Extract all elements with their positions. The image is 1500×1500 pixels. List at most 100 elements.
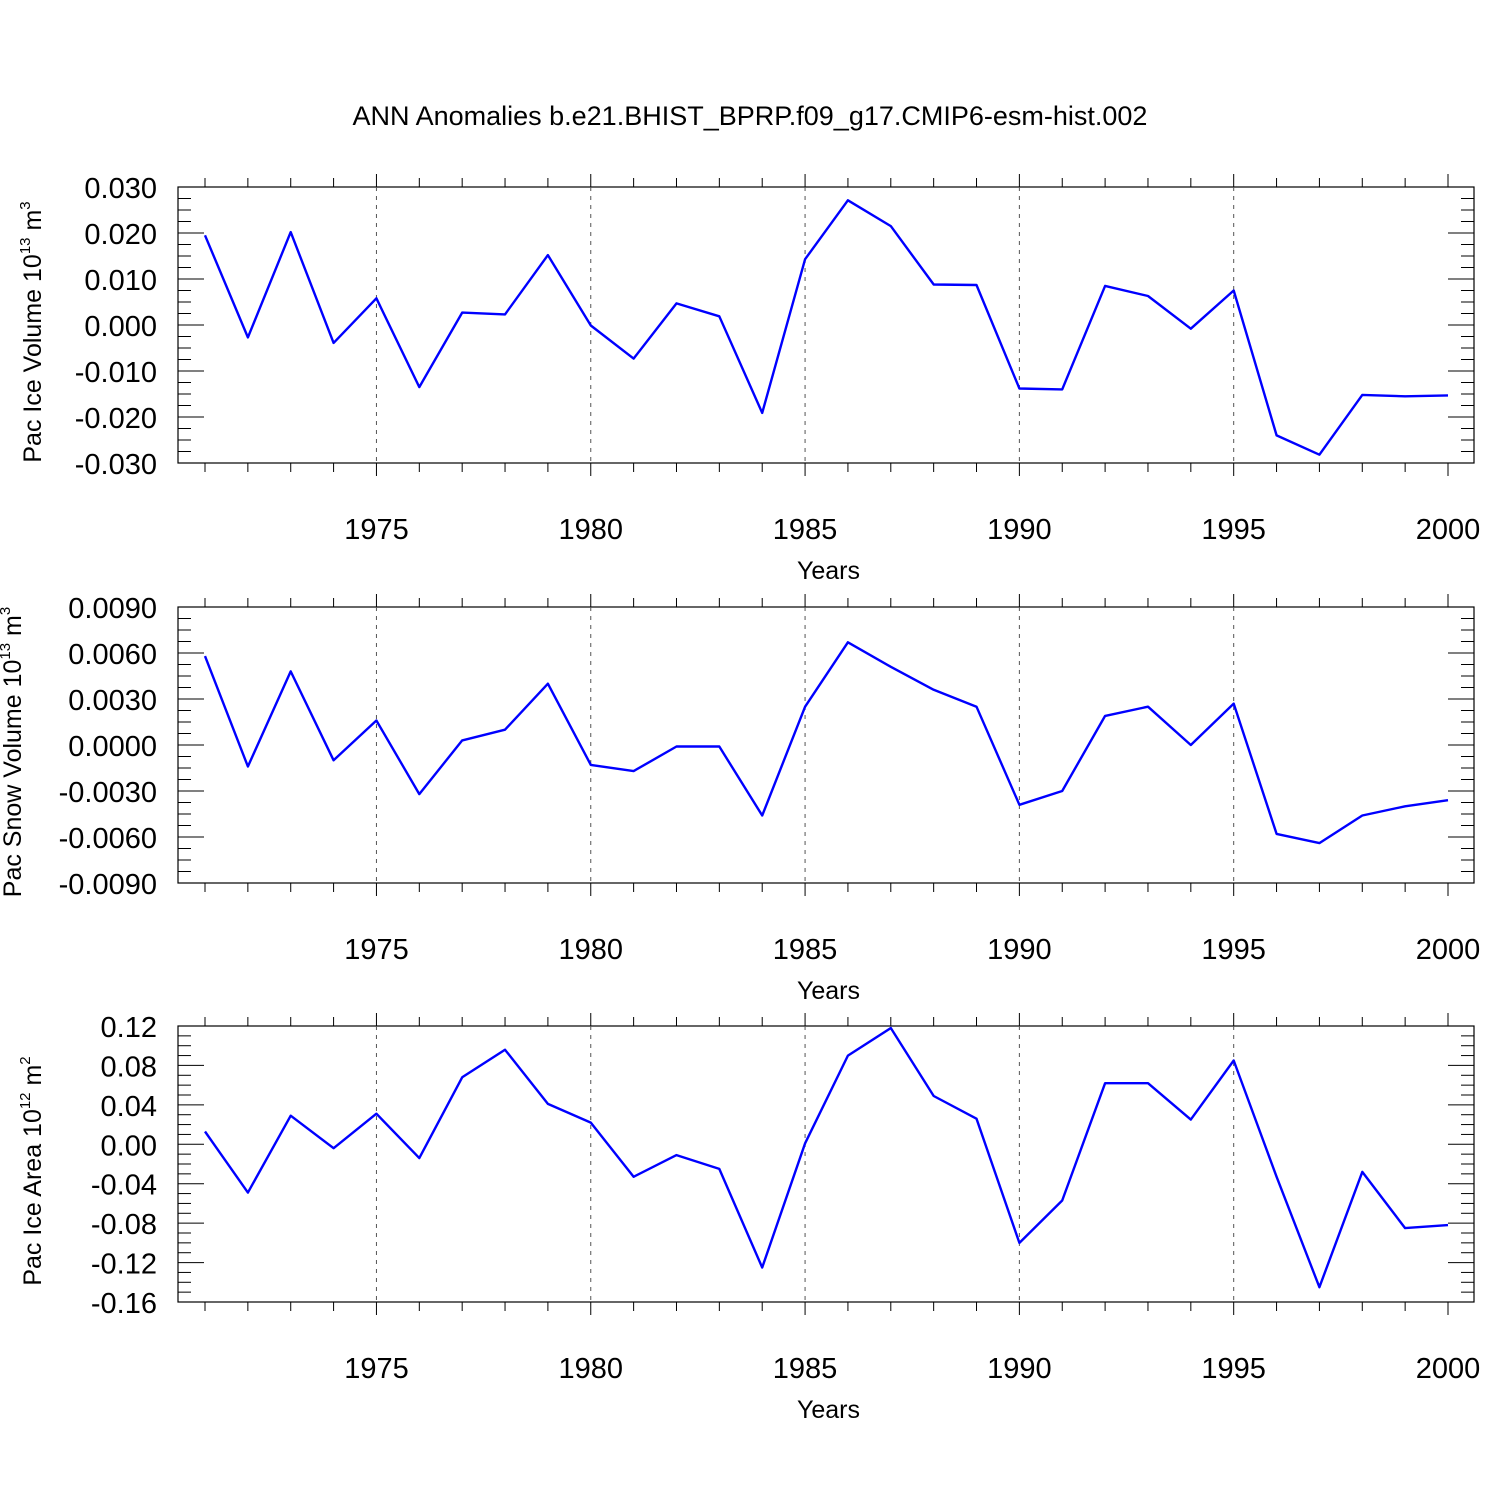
data-point bbox=[374, 1112, 378, 1116]
data-point bbox=[717, 1167, 721, 1171]
data-point bbox=[1189, 1118, 1193, 1122]
x-tick-label: 1975 bbox=[344, 934, 409, 966]
data-point bbox=[632, 769, 636, 773]
data-point bbox=[803, 1141, 807, 1145]
data-point bbox=[1275, 433, 1279, 437]
y-tick-label: -0.030 bbox=[75, 449, 157, 481]
x-tick-label: 1980 bbox=[559, 514, 624, 546]
data-point bbox=[846, 198, 850, 202]
x-tick-label: 1980 bbox=[559, 934, 624, 966]
data-point bbox=[889, 1026, 893, 1030]
x-tick-label: 1980 bbox=[559, 1353, 624, 1385]
data-point bbox=[932, 1094, 936, 1098]
y-tick-label: -0.12 bbox=[91, 1249, 157, 1281]
y-tick-label: -0.04 bbox=[91, 1170, 157, 1202]
y-tick-label: 0.00 bbox=[101, 1130, 157, 1162]
data-point bbox=[889, 224, 893, 228]
y-axis-label-part: 12 bbox=[17, 1092, 34, 1109]
y-tick-label: 0.020 bbox=[84, 219, 157, 251]
data-point bbox=[975, 1117, 979, 1121]
data-point bbox=[1446, 393, 1450, 397]
panel-2: 1975 1980 1985 1990 1995 2000 Years -0.0090 -0.0… bbox=[0, 593, 1480, 1005]
plot-frame bbox=[177, 1025, 1475, 1303]
y-axis-label-part: Pac Ice Volume 10 bbox=[19, 254, 47, 462]
data-point bbox=[546, 682, 550, 686]
x-tick-label: 1975 bbox=[344, 1353, 409, 1385]
plot-frame bbox=[177, 606, 1475, 884]
data-point bbox=[1189, 327, 1193, 331]
data-point bbox=[975, 283, 979, 287]
data-point bbox=[1103, 714, 1107, 718]
data-point bbox=[460, 738, 464, 742]
data-point bbox=[203, 233, 207, 237]
data-point bbox=[1060, 387, 1064, 391]
series-line bbox=[204, 1026, 1449, 1289]
series-line bbox=[203, 641, 1449, 845]
data-point bbox=[1275, 832, 1279, 836]
data-point bbox=[803, 705, 807, 709]
data-point bbox=[460, 1075, 464, 1079]
data-point bbox=[1403, 394, 1407, 398]
x-tick-label: 1985 bbox=[773, 1353, 838, 1385]
y-axis-label-part: 3 bbox=[0, 607, 14, 615]
data-point bbox=[503, 728, 507, 732]
data-point bbox=[289, 1114, 293, 1118]
data-point bbox=[846, 1054, 850, 1058]
y-axis-label-part: Pac Ice Area 10 bbox=[19, 1109, 47, 1286]
data-point bbox=[932, 688, 936, 692]
y-tick-label: -0.0090 bbox=[59, 869, 157, 901]
data-point bbox=[546, 253, 550, 257]
y-tick-label: 0.0060 bbox=[68, 639, 157, 671]
data-point bbox=[1317, 453, 1321, 457]
x-tick-label: 1975 bbox=[344, 514, 409, 546]
data-point bbox=[674, 1153, 678, 1157]
data-point bbox=[674, 301, 678, 305]
x-tick-label: 1990 bbox=[987, 934, 1052, 966]
y-axis-label: Pac Snow Volume 1013 m3 bbox=[0, 607, 27, 897]
data-point bbox=[1017, 1241, 1021, 1245]
x-tick-label: 2000 bbox=[1416, 934, 1481, 966]
data-point bbox=[374, 296, 378, 300]
data-point bbox=[460, 311, 464, 315]
y-axis-label-part: 3 bbox=[17, 201, 34, 209]
data-point bbox=[1189, 743, 1193, 747]
series-line bbox=[203, 199, 1449, 456]
data-point bbox=[246, 764, 250, 768]
y-tick-label: -0.020 bbox=[75, 403, 157, 435]
data-point bbox=[1146, 294, 1150, 298]
y-axis-label-part: m bbox=[19, 1065, 47, 1093]
data-point bbox=[546, 1102, 550, 1106]
y-axis-label: Pac Ice Volume 1013 m3 bbox=[17, 201, 47, 462]
data-point bbox=[589, 763, 593, 767]
data-point bbox=[1103, 1081, 1107, 1085]
data-point bbox=[760, 1266, 764, 1270]
data-point bbox=[1232, 1059, 1236, 1063]
data-point bbox=[1403, 804, 1407, 808]
data-point bbox=[1103, 284, 1107, 288]
y-tick-label: -0.0030 bbox=[59, 777, 157, 809]
y-tick-label: 0.0030 bbox=[68, 685, 157, 717]
y-axis-label-part: 2 bbox=[17, 1056, 34, 1064]
data-point bbox=[1146, 1081, 1150, 1085]
x-tick-label: 1990 bbox=[987, 1353, 1052, 1385]
x-tick-label: 1995 bbox=[1201, 514, 1266, 546]
data-point bbox=[674, 745, 678, 749]
y-tick-label: -0.16 bbox=[91, 1288, 157, 1320]
figure-title: ANN Anomalies b.e21.BHIST_BPRP.f09_g17.C… bbox=[353, 101, 1148, 131]
x-tick-label: 1990 bbox=[987, 514, 1052, 546]
data-point bbox=[1017, 803, 1021, 807]
x-axis-label: Years bbox=[797, 557, 860, 585]
data-point bbox=[289, 230, 293, 234]
data-point bbox=[1232, 289, 1236, 293]
y-tick-label: -0.010 bbox=[75, 357, 157, 389]
x-tick-label: 1985 bbox=[773, 934, 838, 966]
data-point bbox=[846, 640, 850, 644]
x-axis-label: Years bbox=[797, 977, 860, 1005]
panel-3: 1975 1980 1985 1990 1995 2000 Years -0.16 -0.12 -… bbox=[17, 1012, 1480, 1424]
data-point bbox=[1446, 1223, 1450, 1227]
panels: 1975 1980 1985 1990 1995 2000 Years -0.030 -0.02… bbox=[0, 173, 1480, 1424]
data-point bbox=[1060, 789, 1064, 793]
data-point bbox=[1317, 1285, 1321, 1289]
y-tick-label: 0.0090 bbox=[68, 593, 157, 625]
